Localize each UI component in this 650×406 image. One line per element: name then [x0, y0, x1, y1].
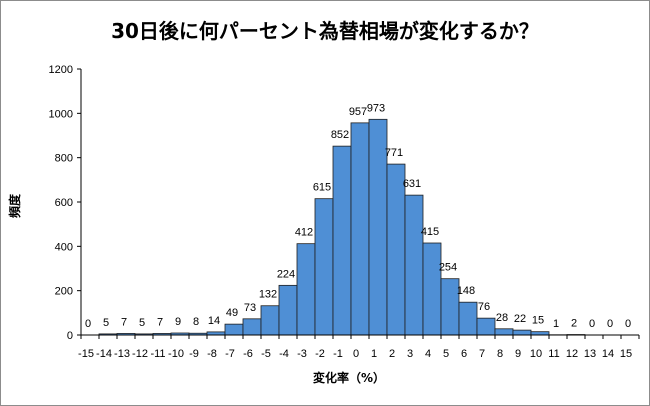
y-axis-ticks: 0 200 400 600 800 1000 1200	[49, 64, 81, 342]
data-label: 5	[103, 317, 109, 329]
x-tick-label: -4	[279, 348, 289, 360]
x-axis-ticks: -15 -14 -13 -12 -11 -10 -9 -8 -7 -6 -5 -4 -3 -2 -1 0 1 2 3…	[78, 335, 640, 360]
data-label: 28	[496, 312, 508, 324]
x-tick-label: -2	[315, 348, 325, 360]
x-tick-label: -5	[261, 348, 271, 360]
data-label: 412	[295, 227, 313, 239]
data-label: 0	[589, 318, 595, 330]
x-tick-label: -14	[96, 348, 112, 360]
x-tick-label: 3	[407, 348, 413, 360]
bar	[278, 284, 298, 336]
x-tick-label: 5	[443, 348, 449, 360]
data-label: 771	[385, 147, 403, 159]
bar	[350, 122, 370, 336]
data-label: 0	[625, 318, 631, 330]
data-label: 76	[478, 301, 490, 313]
bar	[242, 318, 262, 336]
data-label: 8	[193, 316, 199, 328]
x-tick-label: -13	[114, 348, 130, 360]
data-label: 49	[226, 307, 238, 319]
data-label: 224	[277, 268, 295, 280]
data-label: 973	[367, 102, 385, 114]
bar	[422, 242, 442, 336]
bar	[458, 301, 478, 336]
chart-title: 30日後に何パーセント為替相場が変化するか？	[111, 19, 539, 43]
x-tick-label: 7	[479, 348, 485, 360]
data-label: 7	[157, 316, 163, 328]
data-label: 73	[244, 302, 256, 314]
data-label: 9	[175, 316, 181, 328]
data-label: 7	[121, 316, 127, 328]
x-tick-label: 2	[389, 348, 395, 360]
data-label: 15	[532, 315, 544, 327]
bar	[512, 329, 532, 336]
x-tick-label: -6	[243, 348, 253, 360]
bar	[224, 323, 244, 336]
data-label: 0	[85, 318, 91, 330]
data-label: 254	[439, 262, 457, 274]
data-label: 5	[139, 317, 145, 329]
x-tick-label: 9	[515, 348, 521, 360]
bar	[476, 317, 496, 336]
bar	[404, 194, 424, 336]
x-tick-label: 15	[620, 348, 632, 360]
y-tick-label: 400	[55, 241, 73, 253]
data-label: 852	[331, 129, 349, 141]
x-tick-label: -10	[168, 348, 184, 360]
y-tick-label: 200	[55, 286, 73, 298]
bar	[260, 305, 280, 336]
y-tick-label: 600	[55, 197, 73, 209]
data-label: 415	[421, 226, 439, 238]
data-label: 957	[349, 106, 367, 118]
data-label: 0	[607, 318, 613, 330]
x-tick-label: -12	[132, 348, 148, 360]
data-label: 22	[514, 313, 526, 325]
x-tick-label: -15	[78, 348, 94, 360]
x-tick-label: 8	[497, 348, 503, 360]
bar	[332, 145, 352, 336]
y-tick-label: 1000	[49, 108, 73, 120]
data-label: 14	[208, 315, 220, 327]
y-tick-label: 0	[67, 330, 73, 342]
x-tick-label: -1	[333, 348, 343, 360]
data-label: 615	[313, 182, 331, 194]
data-label: 1	[553, 318, 559, 330]
data-label: 148	[457, 285, 475, 297]
x-tick-label: 1	[371, 348, 377, 360]
x-tick-label: -11	[150, 348, 165, 360]
x-tick-label: 0	[353, 348, 359, 360]
data-label: 132	[259, 289, 277, 301]
x-tick-label: -7	[225, 348, 235, 360]
axes	[80, 69, 639, 336]
bar	[296, 243, 316, 336]
x-tick-label: -8	[207, 348, 217, 360]
bar	[314, 198, 334, 336]
y-tick-label: 800	[55, 153, 73, 165]
x-tick-label: 10	[530, 348, 542, 360]
x-tick-label: 4	[425, 348, 431, 360]
x-axis-label: 変化率（%）	[313, 370, 385, 385]
x-tick-label: 6	[461, 348, 467, 360]
x-tick-label: 14	[602, 348, 614, 360]
x-tick-label: 11	[548, 348, 559, 360]
x-tick-label: -9	[189, 348, 199, 360]
x-tick-label: -3	[297, 348, 307, 360]
bar	[494, 328, 514, 336]
data-label: 2	[571, 318, 577, 330]
bars	[98, 118, 586, 336]
data-label: 631	[403, 178, 421, 190]
y-axis-label: 頻度	[7, 193, 22, 218]
y-tick-label: 1200	[49, 64, 73, 76]
x-tick-label: 12	[566, 348, 578, 360]
x-tick-label: 13	[584, 348, 596, 360]
